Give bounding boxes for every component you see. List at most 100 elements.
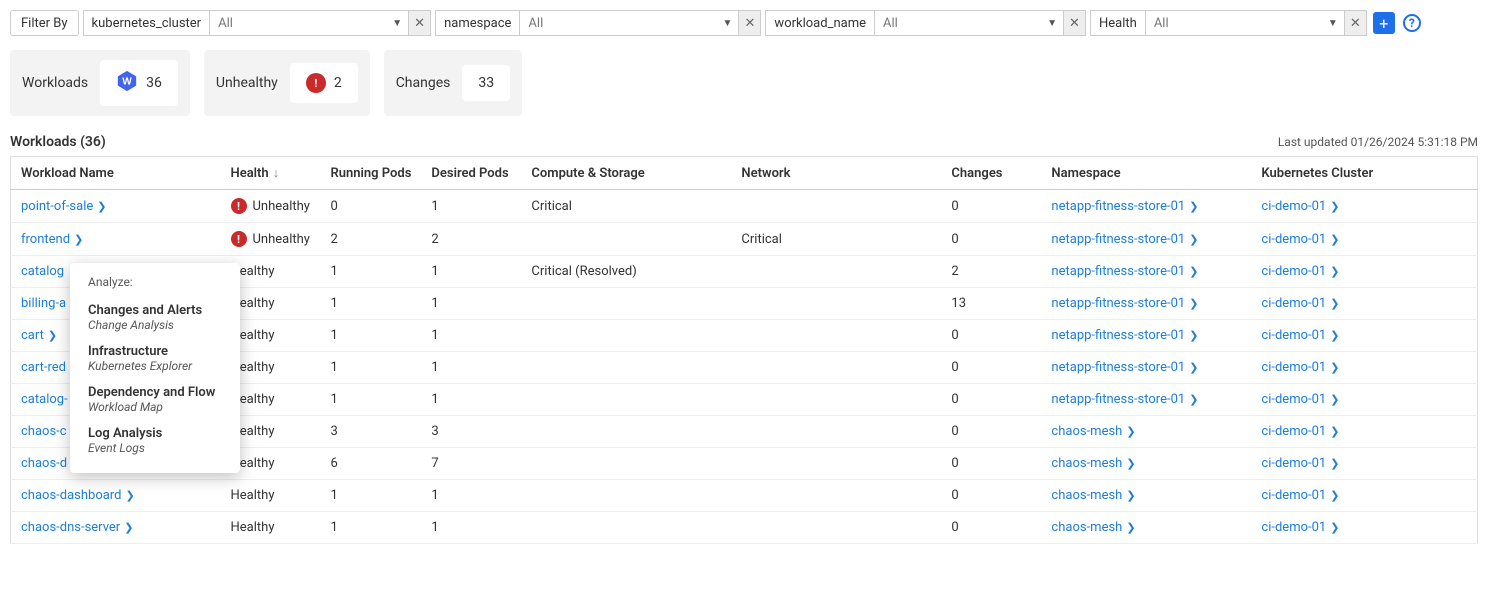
namespace-link[interactable]: netapp-fitness-store-01❯: [1051, 360, 1198, 375]
remove-filter-button[interactable]: ✕: [739, 10, 761, 36]
alert-icon: !: [231, 231, 247, 247]
chevron-right-icon: ❯: [1330, 425, 1339, 438]
tile-unhealthy[interactable]: Unhealthy ! 2: [204, 50, 370, 116]
cluster-link[interactable]: ci-demo-01❯: [1261, 424, 1339, 439]
namespace-link[interactable]: netapp-fitness-store-01❯: [1051, 392, 1198, 407]
sort-down-icon: ↓: [273, 166, 280, 181]
filter-value-text: All: [218, 16, 233, 31]
running-pods: 1: [321, 512, 422, 544]
compute-storage: [521, 480, 731, 512]
network: [731, 352, 941, 384]
popover-item-subtitle: Kubernetes Explorer: [88, 359, 222, 373]
tile-changes[interactable]: Changes 33: [384, 50, 522, 116]
changes: 0: [941, 448, 1041, 480]
col-network[interactable]: Network: [731, 157, 941, 190]
network: [731, 288, 941, 320]
namespace-link[interactable]: netapp-fitness-store-01❯: [1051, 199, 1198, 214]
changes: 0: [941, 352, 1041, 384]
popover-item[interactable]: InfrastructureKubernetes Explorer: [88, 338, 222, 379]
cluster-link[interactable]: ci-demo-01❯: [1261, 232, 1339, 247]
namespace-link[interactable]: netapp-fitness-store-01❯: [1051, 264, 1198, 279]
network: Critical: [731, 223, 941, 256]
chevron-down-icon: ▼: [723, 18, 733, 29]
namespace-link[interactable]: netapp-fitness-store-01❯: [1051, 296, 1198, 311]
desired-pods: 3: [421, 416, 521, 448]
workload-link[interactable]: chaos-dns-server❯: [21, 520, 133, 535]
popover-item[interactable]: Changes and AlertsChange Analysis: [88, 297, 222, 338]
changes: 0: [941, 384, 1041, 416]
changes: 2: [941, 256, 1041, 288]
health-text: Unhealthy: [253, 199, 310, 214]
filter-value-text: All: [1154, 16, 1169, 31]
table-row: point-of-sale❯!Unhealthy01Critical0netap…: [11, 190, 1478, 223]
chevron-down-icon: ▼: [1328, 18, 1338, 29]
cluster-link[interactable]: ci-demo-01❯: [1261, 199, 1339, 214]
compute-storage: [521, 512, 731, 544]
col-kubernetes-cluster[interactable]: Kubernetes Cluster: [1251, 157, 1477, 190]
workload-link[interactable]: cart❯: [21, 328, 57, 343]
chevron-right-icon: ❯: [1330, 265, 1339, 278]
chevron-right-icon: ❯: [1126, 489, 1135, 502]
tile-workloads[interactable]: Workloads W 36: [10, 50, 190, 116]
col-compute-storage[interactable]: Compute & Storage: [521, 157, 731, 190]
col-running-pods[interactable]: Running Pods: [321, 157, 422, 190]
cluster-link[interactable]: ci-demo-01❯: [1261, 520, 1339, 535]
namespace-link[interactable]: netapp-fitness-store-01❯: [1051, 232, 1198, 247]
namespace-link[interactable]: chaos-mesh❯: [1051, 424, 1135, 439]
network: [731, 448, 941, 480]
namespace-link[interactable]: netapp-fitness-store-01❯: [1051, 328, 1198, 343]
filter-key: namespace: [435, 10, 519, 36]
col-health[interactable]: Health↓: [221, 157, 321, 190]
col-changes[interactable]: Changes: [941, 157, 1041, 190]
col-workload-name[interactable]: Workload Name: [11, 157, 221, 190]
chevron-right-icon: ❯: [1330, 521, 1339, 534]
popover-item[interactable]: Dependency and FlowWorkload Map: [88, 379, 222, 420]
filter-value-dropdown[interactable]: All ▼: [209, 10, 409, 36]
cluster-link[interactable]: ci-demo-01❯: [1261, 360, 1339, 375]
remove-filter-button[interactable]: ✕: [1064, 10, 1086, 36]
network: [731, 190, 941, 223]
filter-value-dropdown[interactable]: All ▼: [1145, 10, 1345, 36]
chevron-right-icon: ❯: [74, 233, 83, 246]
chevron-right-icon: ❯: [97, 200, 106, 213]
summary-tiles: Workloads W 36 Unhealthy ! 2 Changes 33: [10, 50, 1478, 116]
filter-value-dropdown[interactable]: All▼: [519, 10, 739, 36]
desired-pods: 1: [421, 320, 521, 352]
workload-link[interactable]: catalog❯: [21, 264, 77, 279]
analyze-popover: Analyze: Changes and AlertsChange Analys…: [70, 263, 240, 473]
add-filter-button[interactable]: +: [1373, 12, 1395, 34]
cluster-link[interactable]: ci-demo-01❯: [1261, 488, 1339, 503]
chevron-right-icon: ❯: [1126, 457, 1135, 470]
network: [731, 512, 941, 544]
running-pods: 1: [321, 256, 422, 288]
help-icon[interactable]: ?: [1403, 14, 1421, 32]
cluster-link[interactable]: ci-demo-01❯: [1261, 264, 1339, 279]
filter-value-dropdown[interactable]: All▼: [874, 10, 1064, 36]
compute-storage: [521, 288, 731, 320]
col-desired-pods[interactable]: Desired Pods: [421, 157, 521, 190]
chevron-down-icon: ▼: [392, 18, 402, 29]
chevron-right-icon: ❯: [48, 329, 57, 342]
cluster-link[interactable]: ci-demo-01❯: [1261, 296, 1339, 311]
changes: 13: [941, 288, 1041, 320]
remove-filter-button[interactable]: ✕: [1345, 10, 1367, 36]
popover-item[interactable]: Log AnalysisEvent Logs: [88, 420, 222, 461]
running-pods: 1: [321, 288, 422, 320]
chevron-right-icon: ❯: [1189, 265, 1198, 278]
changes: 0: [941, 480, 1041, 512]
desired-pods: 7: [421, 448, 521, 480]
health-cell: Healthy: [231, 392, 311, 407]
col-namespace[interactable]: Namespace: [1041, 157, 1251, 190]
workload-link[interactable]: frontend❯: [21, 232, 83, 247]
cluster-link[interactable]: ci-demo-01❯: [1261, 328, 1339, 343]
namespace-link[interactable]: chaos-mesh❯: [1051, 520, 1135, 535]
namespace-link[interactable]: chaos-mesh❯: [1051, 456, 1135, 471]
cluster-link[interactable]: ci-demo-01❯: [1261, 456, 1339, 471]
remove-filter-button[interactable]: ✕: [409, 10, 431, 36]
namespace-link[interactable]: chaos-mesh❯: [1051, 488, 1135, 503]
cluster-link[interactable]: ci-demo-01❯: [1261, 392, 1339, 407]
desired-pods: 1: [421, 384, 521, 416]
workload-link[interactable]: point-of-sale❯: [21, 199, 106, 214]
workload-link[interactable]: chaos-dashboard❯: [21, 488, 135, 503]
chevron-right-icon: ❯: [1126, 521, 1135, 534]
